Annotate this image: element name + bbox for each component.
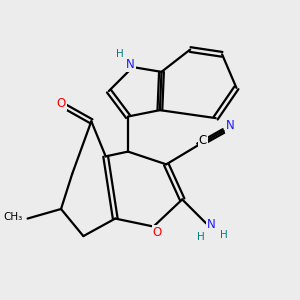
Text: H: H (116, 49, 123, 59)
Text: N: N (226, 118, 234, 132)
Text: CH₃: CH₃ (4, 212, 23, 222)
Text: H: H (220, 230, 227, 239)
Text: O: O (153, 226, 162, 239)
Text: N: N (206, 218, 215, 231)
Text: O: O (56, 97, 66, 110)
Text: C: C (199, 134, 207, 147)
Text: N: N (126, 58, 135, 71)
Text: H: H (197, 232, 205, 242)
